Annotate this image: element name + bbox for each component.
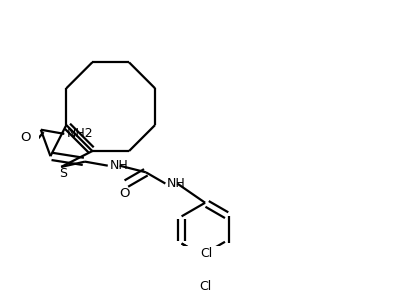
Text: O: O bbox=[119, 187, 130, 200]
Text: NH: NH bbox=[109, 159, 128, 172]
Text: Cl: Cl bbox=[199, 280, 211, 291]
Text: NH2: NH2 bbox=[67, 127, 93, 140]
Text: O: O bbox=[20, 131, 31, 144]
Text: S: S bbox=[59, 167, 67, 180]
Text: NH: NH bbox=[167, 177, 186, 190]
Text: Cl: Cl bbox=[200, 247, 213, 260]
